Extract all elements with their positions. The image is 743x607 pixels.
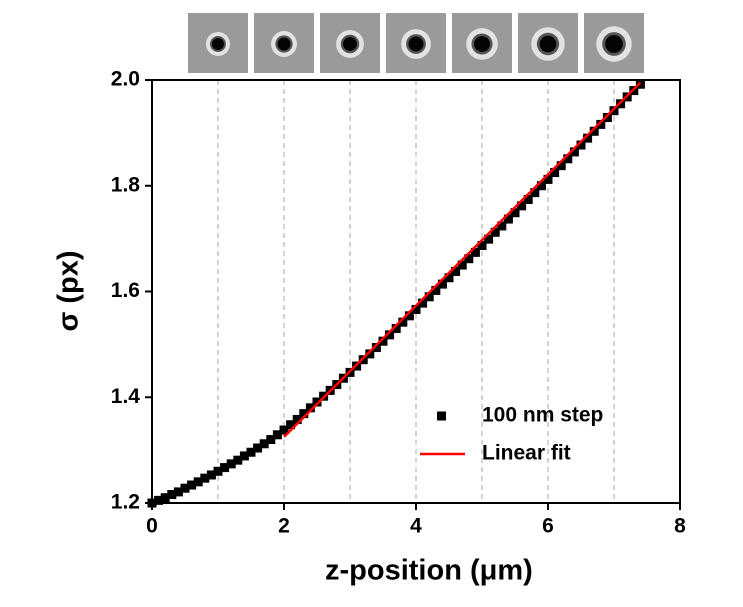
bead-thumbnail [384,11,448,75]
data-point [279,425,289,435]
data-point [477,240,487,250]
data-point [272,430,282,440]
data-point [576,140,586,150]
bead-core [277,37,291,51]
bead-thumbnail [450,11,514,75]
data-point [398,317,408,327]
data-point [457,260,467,270]
data-point [563,154,573,164]
data-point [517,201,527,211]
bead-thumbnail [186,11,250,75]
data-point [424,292,434,302]
data-point [510,208,520,218]
data-point [556,161,566,171]
data-point [609,106,619,116]
data-point [266,435,276,445]
x-axis-label: z-position (μm) [325,555,533,587]
data-point [312,397,322,407]
data-point [404,311,414,321]
data-point [451,266,461,276]
data-point [246,447,256,457]
bead-core [212,38,224,50]
y-tick-label: 1.8 [111,173,141,196]
data-point [543,174,553,184]
data-point [464,254,474,264]
data-point [371,343,381,353]
data-point [503,214,513,224]
data-point [233,455,243,465]
x-tick-label: 4 [410,515,422,538]
data-point [220,463,230,473]
data-point [200,473,210,483]
data-point [206,470,216,480]
data-point [259,439,269,449]
bead-thumbnail [582,11,646,75]
data-point [490,227,500,237]
data-point [437,279,447,289]
data-point [180,483,190,493]
data-point [193,477,203,487]
bead-thumbnail [318,11,382,75]
data-point [173,487,183,497]
bead-thumbnail [516,11,580,75]
x-tick-label: 6 [542,515,554,538]
data-point [378,336,388,346]
data-point [299,409,309,419]
data-point [602,113,612,123]
data-point [292,414,302,424]
data-point [167,490,177,500]
data-point [523,194,533,204]
data-point [470,247,480,257]
data-point [596,119,606,129]
data-point [147,498,157,508]
data-point [536,181,546,191]
data-point [391,324,401,334]
fit-line [283,81,642,438]
bead-core [605,35,623,53]
data-point [213,466,223,476]
legend-label: Linear fit [482,442,571,465]
y-tick-label: 2.0 [111,68,140,91]
thumbnail-bg [252,11,316,75]
data-point [530,188,540,198]
y-tick-label: 1.6 [111,279,140,302]
bead-core [343,37,357,51]
x-tick-label: 2 [278,515,290,538]
data-point [385,330,395,340]
data-point [589,126,599,136]
bead-core [474,36,490,52]
data-point [305,403,315,413]
data-point [444,273,454,283]
data-point [154,495,164,505]
legend-marker [437,411,446,421]
x-tick-label: 8 [674,515,686,538]
data-point [365,349,375,359]
data-point [286,420,296,430]
data-point [239,451,249,461]
data-point [418,298,428,308]
y-axis-label: σ (px) [53,250,85,331]
data-point [253,443,263,453]
data-point [583,133,593,143]
x-tick-label: 0 [146,515,158,538]
data-point [160,493,170,503]
y-tick-label: 1.2 [111,491,140,514]
data-point [484,234,494,244]
data-point [550,168,560,178]
legend-label: 100 nm step [482,404,603,427]
bead-thumbnail [252,11,316,75]
data-point [431,285,441,295]
data-point [226,459,236,469]
data-point [497,221,507,231]
data-point [411,304,421,314]
data-point [187,480,197,490]
bead-core [539,35,557,53]
bead-core [408,36,424,52]
data-point [569,147,579,157]
y-tick-label: 1.4 [111,385,141,408]
